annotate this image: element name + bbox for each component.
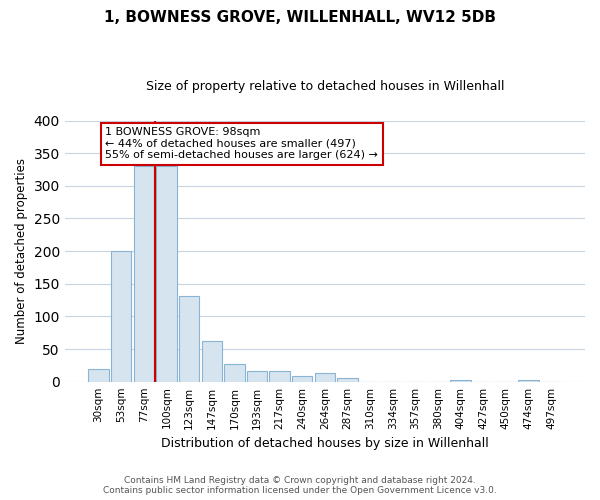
Bar: [337, 378, 358, 382]
Bar: [179, 296, 199, 382]
Bar: [202, 341, 222, 382]
Bar: [292, 376, 313, 382]
Bar: [157, 166, 176, 382]
Title: Size of property relative to detached houses in Willenhall: Size of property relative to detached ho…: [146, 80, 504, 93]
Bar: [451, 380, 471, 382]
Bar: [111, 251, 131, 382]
Bar: [224, 364, 245, 382]
Bar: [269, 371, 290, 382]
X-axis label: Distribution of detached houses by size in Willenhall: Distribution of detached houses by size …: [161, 437, 489, 450]
Y-axis label: Number of detached properties: Number of detached properties: [15, 158, 28, 344]
Bar: [247, 370, 267, 382]
Text: 1, BOWNESS GROVE, WILLENHALL, WV12 5DB: 1, BOWNESS GROVE, WILLENHALL, WV12 5DB: [104, 10, 496, 25]
Text: Contains HM Land Registry data © Crown copyright and database right 2024.
Contai: Contains HM Land Registry data © Crown c…: [103, 476, 497, 495]
Bar: [134, 166, 154, 382]
Text: 1 BOWNESS GROVE: 98sqm
← 44% of detached houses are smaller (497)
55% of semi-de: 1 BOWNESS GROVE: 98sqm ← 44% of detached…: [106, 127, 378, 160]
Bar: [315, 372, 335, 382]
Bar: [518, 380, 539, 382]
Bar: [88, 370, 109, 382]
